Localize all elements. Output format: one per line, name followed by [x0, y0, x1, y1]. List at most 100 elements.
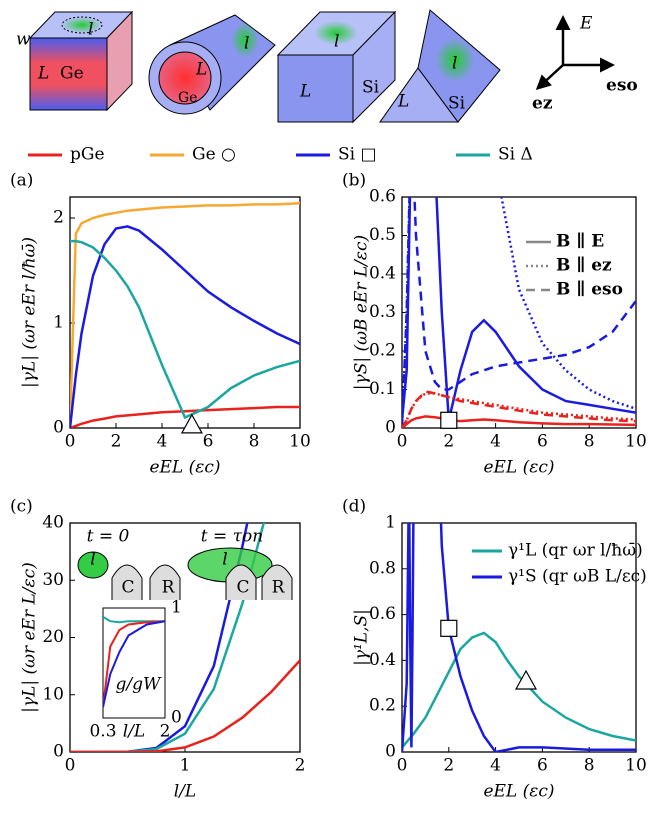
series-line	[70, 239, 300, 420]
series-line	[402, 631, 636, 749]
panel-label: (d)	[342, 497, 366, 517]
series-line	[402, 197, 636, 421]
x-axis-label: l/L	[123, 722, 145, 742]
marker-triangle	[515, 669, 538, 690]
x-axis-label: eEL (εc)	[483, 458, 554, 478]
x-tick-label: 0	[397, 756, 408, 776]
annotation: t = τon	[201, 527, 263, 547]
y-tick-label: 2	[53, 208, 64, 228]
x-tick-label: 10	[289, 432, 311, 452]
annotation: l	[222, 550, 227, 570]
series-line	[402, 415, 636, 428]
schematic-label: L	[299, 82, 311, 102]
schematic-label: l	[88, 20, 93, 40]
x-tick-label: 0	[397, 432, 408, 452]
series-line	[70, 659, 300, 752]
schematic-label: Si	[362, 78, 380, 98]
annotation: C	[236, 578, 249, 598]
panel-label: (b)	[342, 171, 366, 191]
annotation: R	[272, 578, 286, 598]
series-line	[70, 405, 300, 428]
gate	[149, 564, 181, 600]
y-axis-label: |γS| (ωB eEr L/εc)	[352, 235, 372, 390]
schematic-label: l	[452, 54, 457, 74]
annotation: C	[121, 578, 134, 598]
series-line	[402, 523, 636, 752]
y-axis-label: |γL| (ωr eEr l/ħω̄)	[20, 237, 40, 388]
y-tick-label: 0	[385, 418, 396, 438]
schematic-label: Ge	[60, 64, 84, 84]
x-axis-label: l/L	[174, 782, 196, 802]
y-axis-label: g/gW	[116, 675, 162, 695]
y-axis-label: |γ¹L,S|	[352, 609, 372, 666]
x-tick-label: 8	[584, 432, 595, 452]
y-tick-label: 0.5	[369, 225, 396, 245]
legend-label: pGe	[70, 145, 105, 165]
x-tick-label: 2	[443, 432, 454, 452]
y-tick-label: 0.2	[369, 696, 396, 716]
y-tick-label: 0	[385, 742, 396, 762]
x-tick-label: 1	[180, 756, 191, 776]
gate	[111, 564, 143, 600]
panel-label: (a)	[10, 171, 33, 191]
annotation: R	[162, 578, 176, 598]
x-tick-label: 0	[65, 756, 76, 776]
y-tick-label: 1	[53, 313, 64, 333]
gate	[261, 564, 293, 600]
panel-label: (c)	[10, 497, 33, 517]
schematic	[28, 9, 615, 124]
x-tick-label: 6	[203, 432, 214, 452]
marker-triangle	[180, 413, 203, 434]
annotation: t = 0	[87, 527, 130, 547]
x-tick-label: 0.3	[89, 722, 116, 742]
x-tick-label: 2	[295, 756, 306, 776]
x-tick-label: 8	[249, 432, 260, 452]
y-tick-label: 0	[53, 418, 64, 438]
y-tick-label: 0.6	[369, 604, 396, 624]
y-tick-label: 0.4	[369, 264, 396, 284]
y-axis-label: |γL| (ωr eEr L/εc)	[20, 562, 40, 713]
y-tick-label: 20	[42, 627, 64, 647]
series-line	[103, 620, 165, 708]
x-tick-label: 4	[490, 432, 501, 452]
x-tick-label: 0	[65, 432, 76, 452]
plot-frame	[69, 196, 301, 429]
marker-square	[440, 411, 458, 429]
series-line	[103, 620, 165, 708]
x-axis-label: eEL (εc)	[149, 458, 220, 478]
gate	[225, 564, 257, 600]
x-tick-label: 10	[625, 756, 647, 776]
dot	[77, 551, 109, 579]
legend-label: B ∥ eso	[556, 280, 623, 300]
schematic-label: L	[37, 64, 49, 84]
y-tick-label: 0.2	[369, 341, 396, 361]
y-tick-label: 0.8	[369, 558, 396, 578]
annotation: l	[90, 550, 95, 570]
y-tick-label: 0.3	[369, 302, 396, 322]
y-tick-label: 30	[42, 570, 64, 590]
schematic-label: l	[244, 34, 249, 54]
y-tick-label: 1	[385, 513, 396, 533]
y-tick-label: 0	[53, 742, 64, 762]
schematic-label: l	[334, 32, 339, 52]
legend-label: Si Δ	[498, 145, 533, 165]
x-tick-label: 2	[443, 756, 454, 776]
schematic-label: L	[397, 92, 409, 112]
schematic-label: E	[579, 14, 593, 34]
plot-frame	[401, 522, 637, 753]
x-tick-label: 4	[157, 432, 168, 452]
x-axis-label: eEL (εc)	[483, 782, 554, 802]
y-tick-label: 10	[42, 684, 64, 704]
series-line	[70, 225, 300, 428]
plot-frame	[102, 607, 166, 719]
x-tick-label: 10	[625, 432, 647, 452]
schematic-label: eso	[606, 76, 638, 96]
x-tick-label: 6	[537, 432, 548, 452]
legend-label: Ge ○	[192, 145, 236, 165]
schematic-label: w	[16, 30, 31, 50]
y-tick-label: 0.4	[369, 650, 396, 670]
x-tick-label: 6	[537, 756, 548, 776]
x-tick-label: 4	[490, 756, 501, 776]
legend-label: Si □	[338, 145, 377, 165]
